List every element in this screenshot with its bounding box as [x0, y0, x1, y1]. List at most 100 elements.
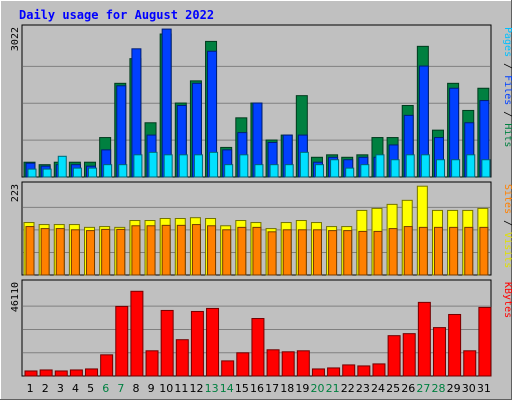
bar-sites-day-18: [282, 229, 292, 276]
bar-pages-day-11: [178, 154, 188, 178]
x-tick-label: 17: [265, 382, 279, 395]
bar-sites-day-26: [403, 226, 413, 276]
x-tick-label: 14: [220, 382, 234, 395]
bar-sites-day-24: [373, 230, 383, 276]
x-tick-label: 30: [462, 382, 476, 395]
bar-sites-day-19: [297, 229, 307, 276]
bar-pages-day-27: [420, 154, 430, 178]
bar-pages-day-13: [209, 151, 219, 178]
bar-kbytes-day-17: [266, 349, 280, 377]
legend-label-part: Files: [502, 75, 512, 105]
bar-sites-day-27: [418, 226, 428, 276]
bar-kbytes-day-25: [387, 335, 401, 377]
bar-sites-day-23: [358, 230, 368, 276]
bar-sites-day-25: [388, 228, 398, 276]
bar-pages-day-23: [360, 164, 370, 178]
bar-pages-day-4: [72, 167, 82, 178]
x-tick-label: 16: [250, 382, 264, 395]
x-tick-label: 8: [132, 382, 139, 395]
bar-kbytes-day-22: [342, 364, 356, 377]
bar-sites-day-30: [464, 226, 474, 276]
bar-pages-day-18: [284, 164, 294, 178]
x-tick-label: 27: [416, 382, 430, 395]
bar-pages-day-12: [193, 154, 203, 178]
bar-kbytes-day-6: [100, 354, 114, 377]
bar-kbytes-day-1: [24, 370, 38, 377]
x-tick-label: 31: [477, 382, 491, 395]
x-tick-label: 28: [432, 382, 446, 395]
bar-sites-day-1: [25, 226, 35, 276]
bar-kbytes-day-19: [296, 350, 310, 377]
x-tick-label: 3: [57, 382, 64, 395]
bar-pages-day-10: [163, 154, 173, 178]
bar-sites-day-28: [433, 226, 443, 276]
bar-sites-day-9: [146, 225, 156, 276]
bar-pages-day-29: [451, 159, 461, 178]
bar-kbytes-day-3: [54, 370, 68, 377]
bar-pages-day-25: [390, 159, 400, 178]
bar-sites-day-21: [328, 230, 338, 276]
bar-pages-day-31: [481, 159, 491, 178]
bar-sites-day-13: [207, 225, 217, 276]
bar-pages-day-8: [133, 154, 143, 178]
x-tick-label: 1: [27, 382, 34, 395]
bar-kbytes-day-9: [145, 350, 159, 377]
x-tick-label: 9: [148, 382, 155, 395]
x-tick-label: 2: [42, 382, 49, 395]
bar-pages-day-9: [148, 151, 158, 178]
bar-pages-day-16: [254, 164, 264, 178]
bar-kbytes-day-2: [39, 369, 53, 377]
bar-sites-day-11: [176, 224, 186, 276]
bar-kbytes-day-16: [251, 318, 265, 377]
bar-kbytes-day-15: [236, 352, 250, 377]
legend-label-part: /: [502, 57, 512, 75]
x-tick-label: 25: [386, 382, 400, 395]
bar-pages-day-26: [405, 154, 415, 178]
x-tick-label: 11: [174, 382, 188, 395]
x-tick-label: 7: [117, 382, 124, 395]
bar-pages-day-28: [435, 159, 445, 178]
bar-kbytes-day-26: [402, 333, 416, 377]
x-tick-label: 15: [235, 382, 249, 395]
legend-label-part: KBytes: [502, 282, 512, 318]
bar-sites-day-2: [40, 228, 50, 276]
bar-marks: [23, 28, 492, 377]
x-tick-label: 6: [102, 382, 109, 395]
bar-sites-day-29: [449, 226, 459, 276]
x-tick-label: 5: [87, 382, 94, 395]
panel-max-label: 3022: [10, 27, 21, 51]
bar-kbytes-day-11: [175, 339, 189, 377]
x-tick-label: 18: [280, 382, 294, 395]
bar-pages-day-1: [27, 168, 37, 178]
bar-kbytes-day-30: [463, 350, 477, 377]
bar-sites-day-17: [267, 231, 277, 276]
legend-label-part: Visits: [502, 232, 512, 268]
legend-label-part: /: [502, 105, 512, 123]
x-tick-label: 12: [189, 382, 203, 395]
bar-pages-day-22: [345, 167, 355, 178]
bar-kbytes-day-28: [432, 327, 446, 377]
bar-pages-day-2: [42, 168, 52, 178]
x-tick-label: 23: [356, 382, 370, 395]
bar-kbytes-day-10: [160, 309, 174, 377]
bar-pages-day-21: [330, 159, 340, 178]
bar-sites-day-10: [161, 224, 171, 276]
bar-sites-day-12: [191, 224, 201, 276]
panel-legend-label: Sites / Visits: [502, 184, 512, 268]
bar-sites-day-22: [343, 230, 353, 276]
bar-sites-day-6: [101, 228, 111, 276]
bar-kbytes-day-5: [85, 368, 99, 377]
bar-sites-day-5: [86, 230, 96, 276]
x-tick-label: 21: [326, 382, 340, 395]
panel-max-label: 46110: [10, 282, 21, 312]
bar-pages-day-6: [103, 164, 113, 178]
bar-sites-day-15: [237, 226, 247, 276]
chart-title: Daily usage for August 2022: [19, 8, 214, 22]
bar-files-day-7: [116, 85, 127, 178]
bar-kbytes-day-31: [478, 306, 492, 377]
bar-pages-day-24: [375, 154, 385, 178]
bar-kbytes-day-13: [206, 307, 220, 377]
bar-pages-day-19: [299, 151, 309, 178]
